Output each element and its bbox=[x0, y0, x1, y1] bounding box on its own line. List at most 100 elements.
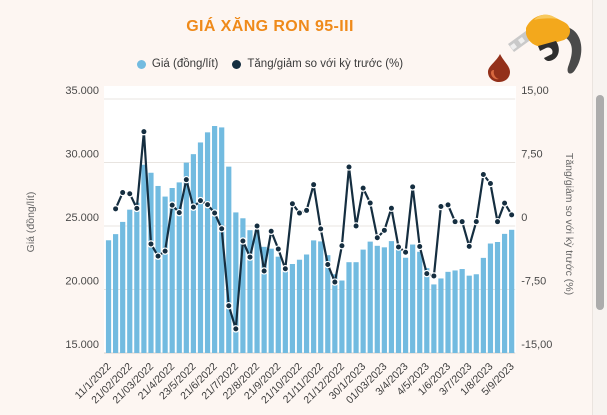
price-bar[interactable] bbox=[190, 154, 197, 353]
price-bar[interactable] bbox=[311, 240, 317, 353]
pct-point[interactable] bbox=[437, 202, 445, 211]
pct-point[interactable] bbox=[423, 269, 431, 278]
pct-point[interactable] bbox=[472, 217, 481, 226]
pct-point[interactable] bbox=[408, 183, 417, 191]
price-bar[interactable] bbox=[289, 264, 296, 353]
pct-point[interactable] bbox=[352, 222, 360, 230]
pct-point[interactable] bbox=[260, 267, 268, 275]
price-bar[interactable] bbox=[431, 284, 437, 353]
price-bar[interactable] bbox=[247, 230, 253, 353]
pct-point[interactable] bbox=[232, 325, 240, 333]
pct-point[interactable] bbox=[479, 170, 488, 179]
pct-point[interactable] bbox=[118, 188, 127, 197]
price-bar[interactable] bbox=[240, 218, 246, 353]
pct-point[interactable] bbox=[196, 196, 205, 205]
price-bar[interactable] bbox=[459, 269, 465, 353]
price-bar[interactable] bbox=[501, 233, 508, 353]
pct-point[interactable] bbox=[493, 217, 502, 226]
scrollbar-thumb[interactable] bbox=[596, 95, 604, 310]
price-bar[interactable] bbox=[127, 209, 133, 353]
price-bar[interactable] bbox=[204, 132, 211, 353]
price-bar[interactable] bbox=[395, 248, 402, 353]
pct-point[interactable] bbox=[175, 208, 183, 217]
pct-point[interactable] bbox=[189, 203, 198, 211]
price-bar[interactable] bbox=[480, 257, 486, 353]
price-bar[interactable] bbox=[226, 166, 232, 353]
price-bar[interactable] bbox=[325, 255, 331, 353]
price-bar[interactable] bbox=[367, 241, 373, 353]
pct-point[interactable] bbox=[154, 252, 162, 260]
price-bar[interactable] bbox=[402, 257, 409, 353]
price-bar[interactable] bbox=[296, 259, 303, 353]
legend-item-pct[interactable]: Tăng/giảm so với kỳ trước (%) bbox=[232, 58, 403, 70]
pct-point[interactable] bbox=[458, 217, 466, 226]
price-bar[interactable] bbox=[254, 230, 260, 353]
price-bar[interactable] bbox=[438, 278, 444, 353]
price-bar[interactable] bbox=[346, 262, 352, 353]
pct-point[interactable] bbox=[345, 163, 353, 171]
pct-point[interactable] bbox=[217, 225, 226, 233]
price-bar[interactable] bbox=[197, 142, 204, 353]
pct-point[interactable] bbox=[309, 180, 318, 189]
pct-point[interactable] bbox=[281, 265, 290, 273]
legend-item-price[interactable]: Giá (đồng/lít) bbox=[136, 58, 218, 70]
price-bar[interactable] bbox=[374, 245, 380, 353]
pct-point[interactable] bbox=[430, 272, 438, 280]
price-bar[interactable] bbox=[105, 240, 112, 353]
pct-point[interactable] bbox=[317, 225, 325, 233]
pct-point[interactable] bbox=[267, 227, 275, 235]
price-bar[interactable] bbox=[212, 126, 218, 353]
scrollbar-track[interactable] bbox=[592, 0, 607, 415]
price-bar[interactable] bbox=[381, 247, 387, 353]
price-bar[interactable] bbox=[183, 162, 189, 353]
price-bar[interactable] bbox=[332, 274, 338, 353]
price-bar[interactable] bbox=[113, 234, 119, 353]
price-bar[interactable] bbox=[417, 251, 423, 353]
price-bar[interactable] bbox=[353, 262, 359, 353]
pct-point[interactable] bbox=[465, 242, 473, 251]
pct-point[interactable] bbox=[451, 217, 459, 226]
price-bar[interactable] bbox=[445, 271, 451, 353]
pct-point[interactable] bbox=[359, 184, 367, 192]
price-bar[interactable] bbox=[261, 246, 267, 353]
price-bar[interactable] bbox=[155, 185, 161, 353]
price-bar[interactable] bbox=[162, 196, 168, 353]
pct-point[interactable] bbox=[246, 253, 254, 261]
price-bar[interactable] bbox=[282, 271, 288, 353]
pct-point[interactable] bbox=[444, 201, 452, 209]
pct-point[interactable] bbox=[387, 204, 396, 212]
pct-point[interactable] bbox=[225, 302, 233, 310]
price-bar[interactable] bbox=[141, 164, 147, 353]
price-bar[interactable] bbox=[120, 221, 126, 353]
pct-point[interactable] bbox=[126, 190, 134, 198]
pct-point[interactable] bbox=[253, 222, 261, 230]
price-bar[interactable] bbox=[509, 229, 515, 353]
pct-point[interactable] bbox=[274, 245, 282, 253]
pct-point[interactable] bbox=[416, 242, 424, 251]
pct-point[interactable] bbox=[331, 278, 339, 286]
price-bar[interactable] bbox=[487, 243, 494, 353]
pct-point[interactable] bbox=[239, 237, 247, 245]
pct-point[interactable] bbox=[203, 200, 212, 209]
pct-point[interactable] bbox=[161, 247, 169, 255]
pct-point[interactable] bbox=[210, 209, 219, 217]
price-bar[interactable] bbox=[169, 188, 175, 353]
price-bar[interactable] bbox=[268, 248, 274, 353]
price-bar[interactable] bbox=[410, 244, 416, 353]
price-bar[interactable] bbox=[466, 275, 472, 353]
pct-point[interactable] bbox=[373, 234, 381, 242]
pct-point[interactable] bbox=[401, 248, 410, 256]
pct-point[interactable] bbox=[168, 201, 176, 209]
pct-point[interactable] bbox=[394, 243, 403, 251]
price-bar[interactable] bbox=[473, 274, 479, 353]
pct-point[interactable] bbox=[486, 179, 495, 188]
price-bar[interactable] bbox=[452, 270, 458, 353]
pct-point[interactable] bbox=[133, 204, 141, 213]
price-bar[interactable] bbox=[360, 249, 366, 353]
pct-point[interactable] bbox=[140, 127, 148, 136]
pct-point[interactable] bbox=[182, 175, 191, 184]
pct-point[interactable] bbox=[366, 199, 374, 207]
pct-point[interactable] bbox=[500, 199, 509, 207]
pct-point[interactable] bbox=[338, 242, 346, 250]
price-bar[interactable] bbox=[424, 268, 430, 353]
